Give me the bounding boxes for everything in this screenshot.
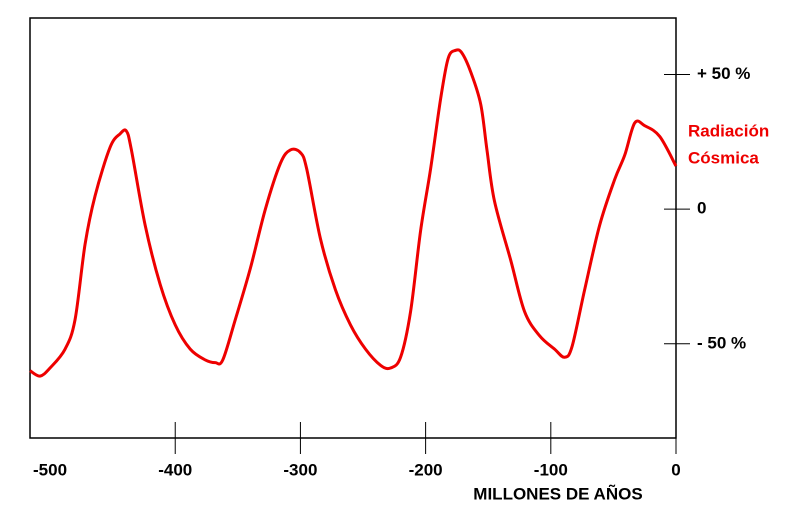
y-axis-label: Radiación xyxy=(688,121,769,140)
x-tick-label: -500 xyxy=(33,460,67,479)
y-tick-label: - 50 % xyxy=(697,333,746,352)
y-tick-label: 0 xyxy=(697,199,706,218)
x-tick-label: -300 xyxy=(283,460,317,479)
x-tick-label: 0 xyxy=(671,460,680,479)
plot-frame xyxy=(29,17,677,439)
data-line xyxy=(29,48,678,378)
x-axis-label: MILLONES DE AÑOS xyxy=(473,483,642,503)
y-axis-label: Cósmica xyxy=(688,148,759,167)
x-tick-label: -100 xyxy=(534,460,568,479)
y-tick-label: + 50 % xyxy=(697,64,750,83)
x-tick-label: -400 xyxy=(158,460,192,479)
x-tick-label: -200 xyxy=(409,460,443,479)
